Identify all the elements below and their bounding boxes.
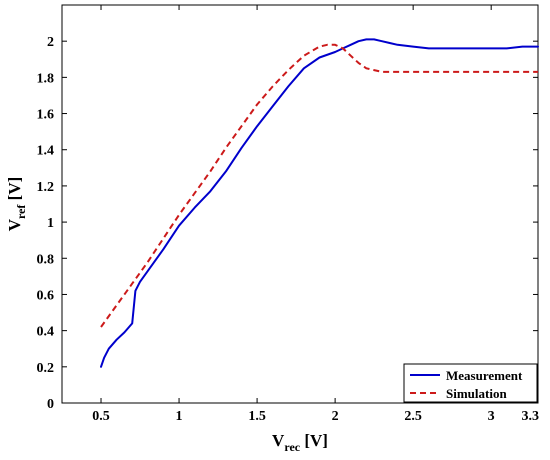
- y-tick-label: 0: [47, 397, 54, 412]
- series-line-simulation: [100, 43, 538, 328]
- y-tick-label: 1.8: [37, 71, 55, 86]
- x-axis-label-sub: rec: [284, 440, 300, 454]
- y-tick-label: 0.4: [37, 325, 55, 340]
- y-tick-label: 0.8: [37, 252, 55, 267]
- x-axis-label: Vrec [V]: [272, 431, 328, 454]
- y-axis-label-main: V: [5, 218, 24, 231]
- y-axis-label: Vref [V]: [5, 177, 28, 232]
- y-axis-label-sub: ref: [14, 204, 28, 219]
- x-tick-label: 2.5: [404, 409, 422, 424]
- y-tick-label: 2: [47, 35, 54, 50]
- x-tick-label: 1.5: [248, 409, 266, 424]
- x-tick-label: 1: [176, 409, 183, 424]
- plot-area: [61, 4, 539, 404]
- y-tick-label: 0.2: [37, 361, 55, 376]
- x-tick-label: 2: [332, 409, 339, 424]
- y-tick-label: 1.4: [37, 144, 55, 159]
- series-line-measurement: [100, 38, 539, 368]
- tick-layer: 0.5 1 1.5 2 2.5 3 3.3 0 0.2 0.4 0.6 0.8 1 1.2 1.4 1.6 1.…: [37, 5, 540, 424]
- legend: Measurement Simulation: [403, 363, 538, 403]
- x-axis-label-unit: [V]: [300, 431, 328, 450]
- legend-box: [403, 363, 538, 403]
- legend-measurement-label: Measurement: [446, 368, 523, 383]
- x-tick-label: 3: [488, 409, 495, 424]
- x-axis-label-main: V: [272, 431, 285, 450]
- x-tick-label: 0.5: [92, 409, 110, 424]
- y-tick-label: 0.6: [37, 288, 55, 303]
- y-tick-label: 1: [47, 216, 54, 231]
- legend-simulation-label: Simulation: [446, 386, 507, 401]
- y-tick-label: 1.2: [37, 180, 55, 195]
- x-tick-label: 3.3: [522, 409, 540, 424]
- y-tick-label: 1.6: [37, 108, 55, 123]
- series-layer: [100, 38, 539, 368]
- y-axis-label-unit: [V]: [5, 177, 24, 205]
